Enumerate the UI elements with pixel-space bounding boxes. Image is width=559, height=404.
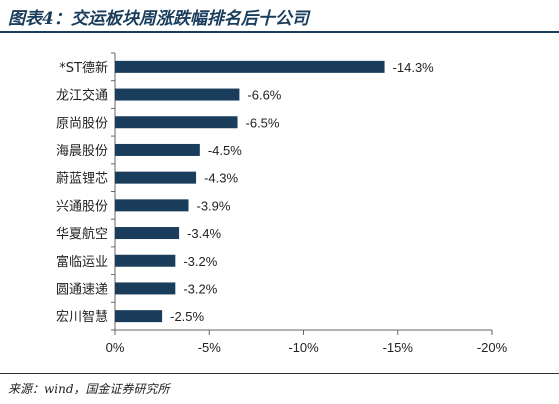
category-label: 兴通股份 [56, 199, 108, 214]
x-tick-label: -10% [288, 340, 319, 355]
bar [115, 143, 200, 156]
category-label: 龙江交通 [56, 88, 108, 104]
header-rule [0, 31, 559, 33]
bar [115, 282, 176, 295]
bar [115, 199, 189, 212]
category-label: 海晨股份 [56, 144, 108, 159]
footer-rule [0, 373, 559, 374]
data-label: -4.3% [204, 171, 238, 186]
x-tick-label: -20% [477, 340, 508, 355]
bar [115, 60, 385, 73]
data-label: -14.3% [393, 60, 435, 75]
bar-chart: 0% -5% -10% -15% -20% *ST德新 -14.3% 龙江交通 -6.6% 原尚股… [56, 52, 508, 355]
x-tick-label: -15% [383, 340, 414, 355]
category-label: 圆通速递 [56, 282, 108, 297]
category-label: 原尚股份 [56, 116, 108, 131]
category-label: 富临运业 [56, 254, 108, 270]
figure-title: 图表4：交运板块周涨跌幅排名后十公司 [8, 9, 309, 29]
data-label: -6.5% [246, 115, 280, 130]
chart-header: 图表4：交运板块周涨跌幅排名后十公司 [0, 0, 559, 33]
category-label: *ST德新 [59, 60, 108, 76]
bar [115, 88, 240, 101]
data-label: -3.4% [187, 226, 221, 241]
data-label: -4.5% [208, 143, 242, 158]
category-label: 宏川智慧 [56, 309, 108, 325]
source-note: 来源：wind，国金证券研究所 [8, 382, 170, 396]
bar [115, 116, 238, 129]
data-label: -3.9% [197, 198, 231, 213]
x-tick-label: -5% [198, 340, 222, 355]
data-label: -2.5% [170, 309, 204, 324]
bar [115, 310, 163, 323]
bar [115, 171, 197, 184]
category-label: 华夏航空 [56, 226, 108, 242]
x-tick-label: 0% [106, 340, 125, 355]
category-label: 蔚蓝锂芯 [56, 172, 108, 187]
bar [115, 254, 176, 267]
bar [115, 227, 180, 240]
data-label: -3.2% [183, 254, 217, 269]
data-label: -3.2% [183, 281, 217, 296]
data-label: -6.6% [247, 88, 281, 103]
